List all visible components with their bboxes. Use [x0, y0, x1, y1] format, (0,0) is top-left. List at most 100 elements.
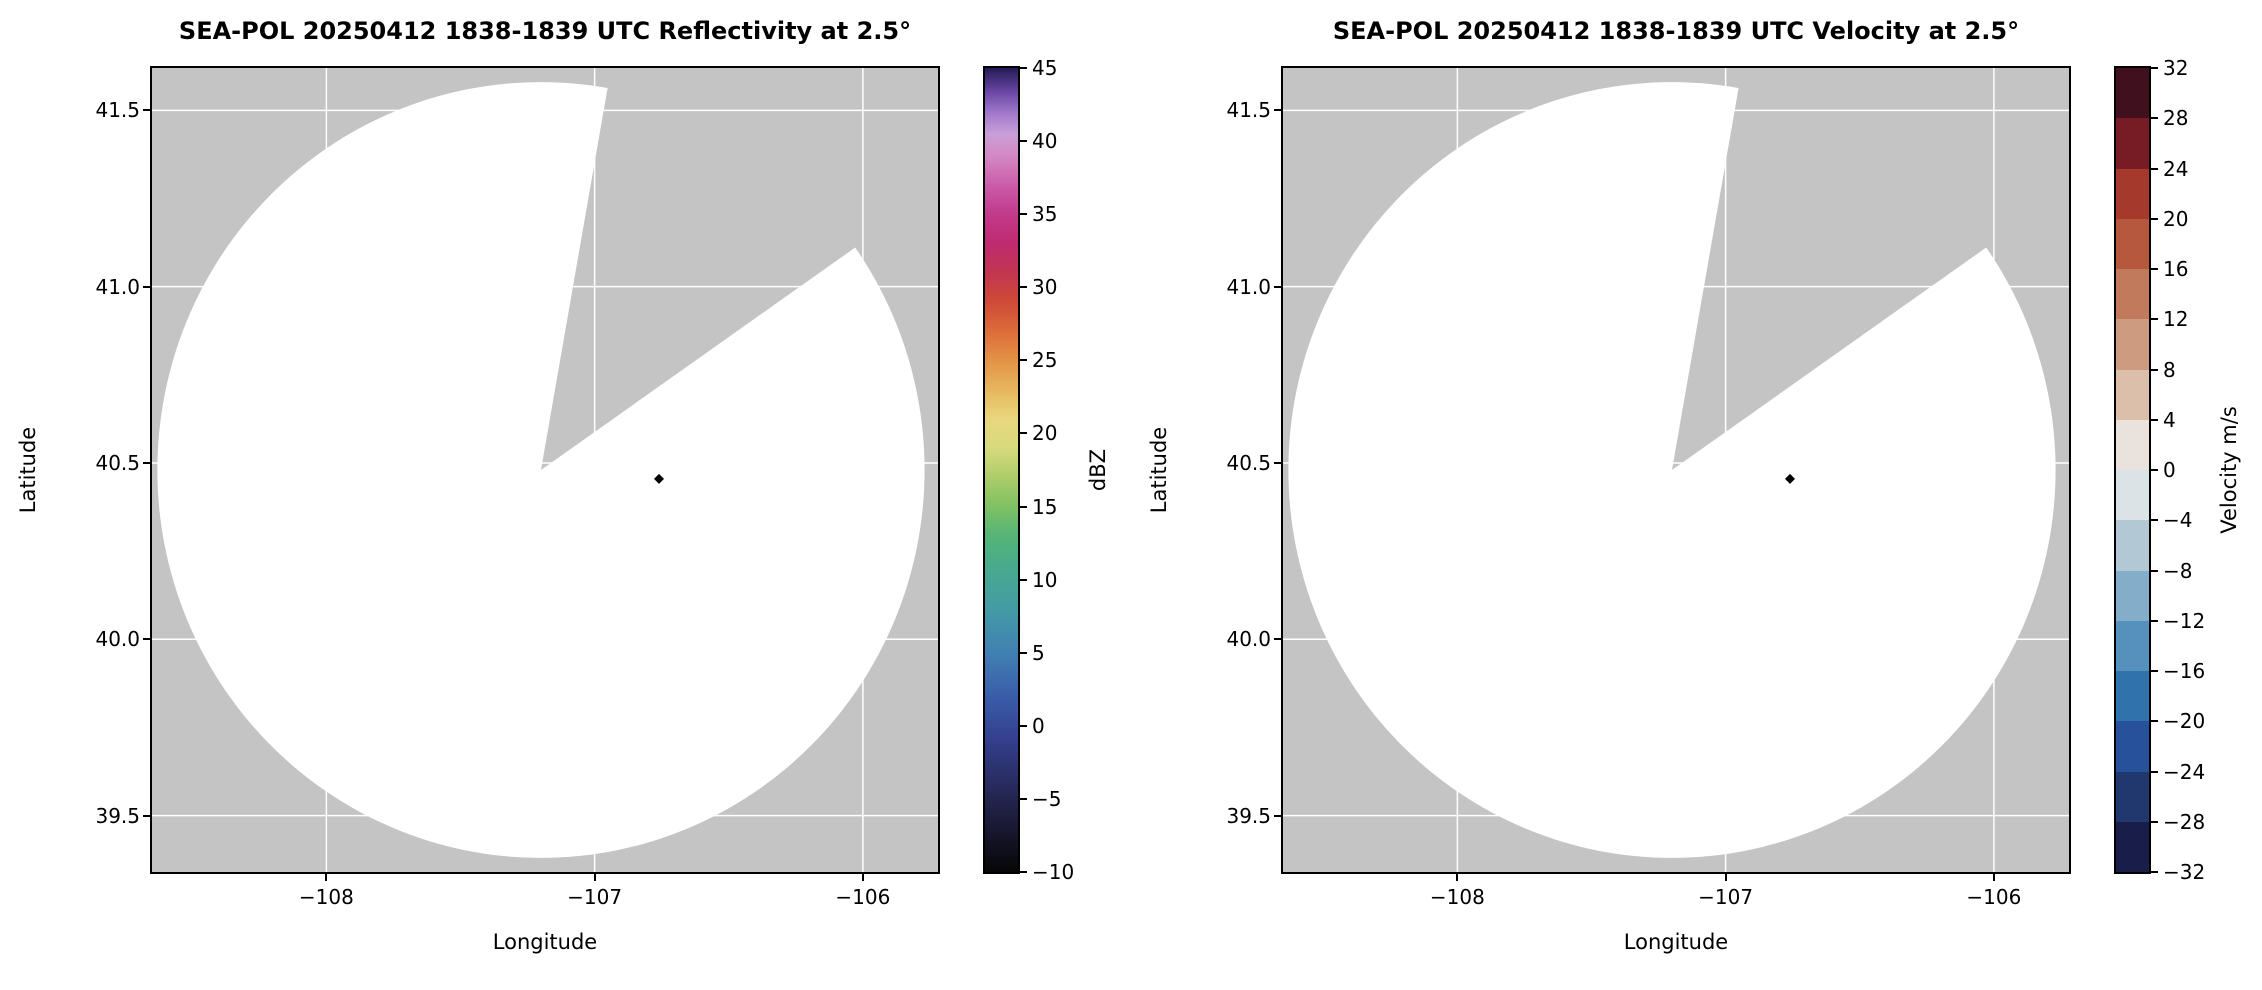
y-tick-label: 40.5 — [1226, 450, 1271, 475]
colorbar-segment — [2116, 67, 2149, 119]
ppi-plot-svg — [1283, 68, 2069, 872]
y-tick-label: 41.5 — [1226, 98, 1271, 123]
colorbar-tick-mark — [1020, 432, 1027, 435]
colorbar-tick-label: −16 — [2163, 659, 2206, 683]
colorbar-segment — [2116, 620, 2149, 671]
colorbar-tick-mark — [1020, 505, 1027, 508]
colorbar-segment — [2116, 821, 2149, 872]
colorbar-tick-mark — [1020, 651, 1027, 654]
site-marker-diamond — [654, 473, 665, 484]
colorbar-tick-label: −20 — [2163, 709, 2206, 734]
colorbar-tick-mark — [2151, 268, 2158, 270]
colorbar-tick-mark — [2151, 871, 2158, 873]
colorbar-tick-mark — [2151, 670, 2158, 672]
colorbar-tick-label: 32 — [2163, 56, 2189, 80]
colorbar-segment — [2116, 519, 2149, 571]
x-tick-label: −106 — [1966, 885, 2022, 909]
colorbar-tick-mark — [1020, 871, 1027, 873]
x-axis-label: Longitude — [1623, 930, 1729, 954]
x-tick-label: −108 — [298, 885, 354, 909]
colorbar-tick-mark — [2151, 720, 2158, 723]
site-marker-diamond — [1785, 473, 1796, 484]
page-title: SEA-POL 20250412 1838-1839 UTC Velocity … — [1332, 17, 2020, 45]
y-tick-label: 40.5 — [95, 450, 140, 475]
colorbar-tick-mark — [2151, 67, 2158, 69]
colorbar-tick-label: −8 — [2163, 558, 2193, 583]
plot-area — [150, 66, 940, 874]
ppi-plot-svg — [152, 68, 938, 872]
y-tick-mark — [1274, 109, 1281, 112]
reflectivity-panel: SEA-POL 20250412 1838-1839 UTC Reflectiv… — [16, 17, 1110, 954]
colorbar-tick-mark — [2151, 318, 2158, 321]
x-tick-label: −107 — [1698, 885, 1754, 909]
colorbar-tick-label: −10 — [1032, 860, 1075, 884]
colorbar-fill — [985, 68, 1018, 872]
colorbar-tick-mark — [2151, 820, 2158, 823]
colorbar-tick-mark — [2151, 167, 2158, 170]
colorbar-tick-label: 45 — [1032, 56, 1058, 80]
y-tick-label: 39.5 — [1226, 803, 1271, 828]
colorbar-tick-label: 0 — [2163, 458, 2176, 482]
y-tick-mark — [1274, 285, 1281, 288]
colorbar-tick-mark — [2151, 569, 2158, 572]
colorbar — [2114, 66, 2151, 874]
colorbar-segment — [2116, 268, 2149, 320]
colorbar-tick-mark — [1020, 578, 1027, 581]
colorbar-segment — [2116, 117, 2149, 169]
colorbar-tick-label: 12 — [2163, 307, 2189, 332]
y-tick-mark — [143, 109, 150, 112]
colorbar-tick-mark — [2151, 217, 2158, 220]
colorbar-tick-mark — [1020, 67, 1027, 69]
x-tick-mark — [1456, 874, 1459, 881]
colorbar-segment — [2116, 469, 2149, 521]
colorbar-tick-label: −32 — [2163, 860, 2206, 884]
x-tick-mark — [1992, 874, 1995, 881]
x-tick-mark — [1724, 874, 1727, 881]
colorbar-tick-label: 8 — [2163, 357, 2176, 382]
colorbar-segment — [2116, 168, 2149, 219]
colorbar-tick-label: 24 — [2163, 156, 2189, 181]
y-tick-mark — [143, 461, 150, 464]
colorbar-segment — [2116, 570, 2149, 621]
colorbar-tick-label: 28 — [2163, 106, 2189, 131]
blocked-sector-wedge — [540, 68, 938, 470]
colorbar-tick-label: 16 — [2163, 257, 2189, 281]
colorbar-tick-label: −4 — [2163, 508, 2193, 533]
colorbar-tick-label: 5 — [1032, 640, 1045, 665]
colorbar-segment — [2116, 419, 2149, 470]
colorbar-tick-mark — [1020, 359, 1027, 362]
x-tick-label: −107 — [567, 885, 623, 909]
x-axis-label: Longitude — [492, 930, 598, 954]
colorbar-tick-label: 4 — [2163, 407, 2176, 432]
y-tick-mark — [1274, 461, 1281, 464]
colorbar-tick-mark — [2151, 418, 2158, 421]
y-tick-mark — [143, 638, 150, 641]
y-tick-mark — [143, 814, 150, 817]
colorbar-tick-label: 10 — [1032, 567, 1058, 592]
colorbar-tick-label: 30 — [1032, 275, 1058, 300]
y-tick-mark — [143, 285, 150, 288]
colorbar-segment — [2116, 670, 2149, 722]
plot-area — [1281, 66, 2071, 874]
colorbar-tick-label: 40 — [1032, 129, 1058, 154]
y-tick-label: 40.0 — [1226, 627, 1271, 652]
x-tick-mark — [593, 874, 596, 881]
x-tick-mark — [325, 874, 328, 881]
colorbar-tick-label: 15 — [1032, 494, 1058, 519]
colorbar-tick-label: 20 — [2163, 206, 2189, 231]
colorbar-segment — [2116, 318, 2149, 370]
colorbar-tick-label: −28 — [2163, 809, 2206, 834]
x-tick-label: −108 — [1429, 885, 1485, 909]
colorbar-tick-mark — [1020, 724, 1027, 727]
colorbar-tick-label: −5 — [1032, 786, 1062, 811]
y-tick-mark — [1274, 638, 1281, 641]
colorbar-tick-mark — [2151, 770, 2158, 773]
colorbar-segment — [2116, 720, 2149, 772]
y-tick-label: 41.0 — [95, 274, 140, 299]
colorbar-tick-mark — [1020, 797, 1027, 800]
colorbar-tick-mark — [2151, 519, 2158, 522]
y-tick-label: 39.5 — [95, 803, 140, 828]
y-tick-label: 41.5 — [95, 98, 140, 123]
colorbar-tick-mark — [2151, 368, 2158, 371]
y-tick-label: 41.0 — [1226, 274, 1271, 299]
